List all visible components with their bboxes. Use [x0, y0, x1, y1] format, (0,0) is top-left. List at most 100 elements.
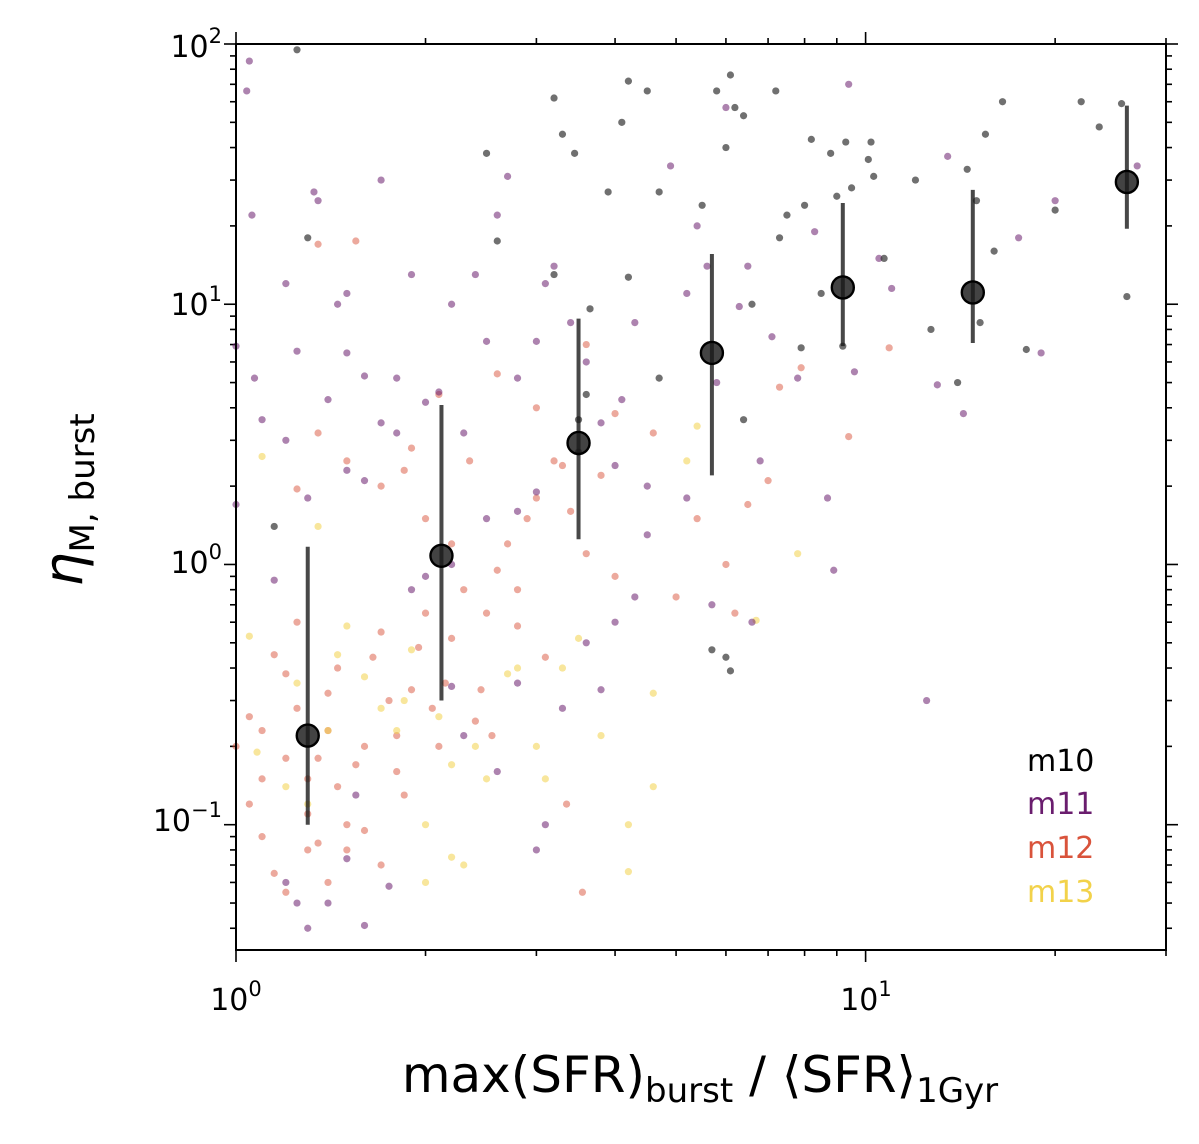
point-m10 — [775, 234, 784, 242]
point-m12 — [393, 767, 401, 776]
point-m10 — [726, 71, 735, 79]
point-m12 — [314, 839, 322, 847]
point-m12 — [611, 572, 619, 580]
point-m12 — [513, 622, 522, 630]
point-m10 — [963, 165, 971, 173]
point-m10 — [624, 273, 632, 281]
point-m12 — [360, 826, 369, 835]
point-m12 — [270, 869, 278, 877]
point-m10 — [847, 184, 856, 192]
point-m11 — [421, 398, 430, 406]
point-m12 — [471, 717, 479, 725]
point-m11 — [597, 686, 605, 694]
point-m11 — [310, 188, 318, 196]
axis-ticks — [224, 32, 1178, 962]
point-m11 — [532, 488, 540, 496]
point-m10 — [304, 234, 312, 242]
point-m11 — [503, 172, 512, 180]
point-m11 — [435, 388, 443, 396]
point-m12 — [649, 429, 657, 437]
point-m12 — [764, 477, 772, 485]
point-m10 — [1051, 206, 1059, 214]
point-m12 — [503, 540, 512, 548]
point-m12 — [493, 370, 501, 378]
y-tick-label: 10−1 — [153, 798, 222, 839]
point-m11 — [377, 176, 385, 184]
point-m11 — [360, 477, 369, 485]
point-m11 — [532, 337, 540, 345]
point-m10 — [698, 201, 706, 209]
point-m11 — [360, 372, 369, 380]
point-m12 — [582, 550, 590, 558]
point-m13 — [532, 742, 540, 750]
point-m11 — [314, 197, 322, 205]
scatter-points — [232, 46, 1141, 932]
point-m11 — [324, 396, 332, 404]
point-m11 — [693, 222, 701, 230]
point-m10 — [911, 176, 920, 184]
point-m10 — [558, 130, 567, 138]
point-m10 — [624, 77, 632, 85]
point-m13 — [460, 861, 468, 869]
point-m10 — [571, 149, 579, 157]
point-m10 — [807, 135, 815, 143]
point-m11 — [823, 494, 832, 502]
point-m13 — [624, 821, 632, 829]
point-m11 — [270, 576, 278, 584]
point-m13 — [245, 632, 253, 640]
point-m10 — [708, 646, 716, 654]
point-m10 — [722, 143, 730, 152]
point-m12 — [550, 457, 558, 465]
point-m12 — [343, 457, 351, 465]
point-m11 — [258, 416, 266, 424]
point-m11 — [377, 419, 385, 427]
plot-frame — [235, 43, 1167, 951]
point-m11 — [944, 152, 952, 160]
point-m11 — [513, 507, 522, 515]
point-m12 — [333, 783, 342, 791]
median-point — [830, 275, 856, 300]
x-tick-label: 101 — [840, 977, 892, 1018]
point-m13 — [435, 713, 443, 721]
point-m11 — [1133, 162, 1141, 170]
median-point — [699, 340, 725, 366]
point-m12 — [343, 821, 351, 829]
point-m11 — [360, 921, 369, 930]
legend-entry-m11: m11 — [1027, 787, 1094, 822]
point-m10 — [976, 319, 984, 327]
point-m10 — [833, 192, 841, 200]
point-m11 — [393, 429, 401, 437]
point-m10 — [981, 130, 990, 138]
point-m10 — [870, 172, 878, 180]
point-m11 — [343, 349, 351, 357]
point-m10 — [586, 305, 594, 313]
point-m12 — [400, 466, 408, 474]
point-m11 — [611, 618, 619, 626]
point-m12 — [282, 754, 290, 762]
point-m11 — [845, 80, 853, 88]
point-m11 — [471, 270, 479, 279]
point-m13 — [683, 457, 691, 465]
point-m10 — [722, 653, 730, 661]
point-m10 — [927, 325, 935, 334]
point-m13 — [421, 821, 430, 829]
point-m10 — [867, 138, 875, 146]
point-m11 — [794, 374, 802, 382]
point-m11 — [541, 821, 549, 829]
point-m11 — [1037, 349, 1045, 357]
x-tick-labels: 100 101 — [210, 977, 892, 1018]
point-m12 — [562, 800, 571, 808]
median-point — [960, 280, 986, 305]
y-tick-labels: 10−1 100 101 102 — [153, 24, 222, 839]
point-m11 — [748, 618, 756, 626]
point-m12 — [493, 566, 501, 574]
legend: m10 m11 m12 m13 — [1027, 744, 1094, 910]
point-m12 — [532, 404, 540, 412]
point-m13 — [558, 664, 567, 672]
point-m10 — [270, 522, 278, 531]
point-m11 — [768, 333, 776, 341]
point-m12 — [282, 670, 290, 678]
point-m10 — [550, 94, 558, 102]
point-m10 — [655, 374, 663, 382]
point-m11 — [875, 254, 883, 263]
